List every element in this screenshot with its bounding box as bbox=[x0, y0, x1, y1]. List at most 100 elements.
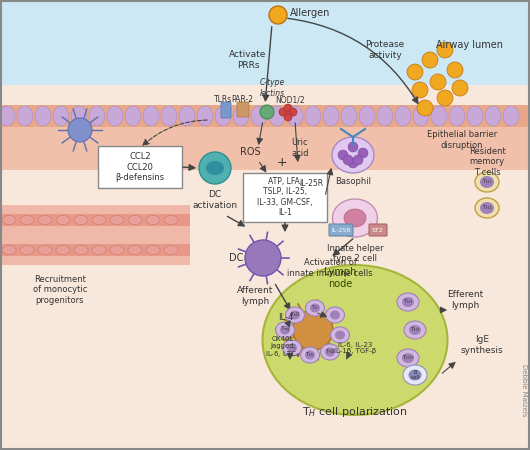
FancyBboxPatch shape bbox=[329, 224, 353, 236]
Text: IL-6, IL-23
IL-1β, TGF-β: IL-6, IL-23 IL-1β, TGF-β bbox=[334, 342, 376, 355]
Ellipse shape bbox=[475, 172, 499, 192]
Ellipse shape bbox=[301, 347, 320, 363]
Ellipse shape bbox=[377, 106, 393, 126]
Ellipse shape bbox=[409, 325, 421, 335]
Ellipse shape bbox=[325, 307, 345, 323]
Text: Activate
PRRs: Activate PRRs bbox=[229, 50, 267, 70]
Ellipse shape bbox=[305, 351, 315, 360]
Ellipse shape bbox=[206, 161, 224, 175]
Text: IL-25R: IL-25R bbox=[331, 228, 351, 233]
Text: IL-4: IL-4 bbox=[278, 314, 294, 323]
Text: DC
activation: DC activation bbox=[192, 190, 237, 210]
Text: Protease
activity: Protease activity bbox=[365, 40, 404, 60]
Circle shape bbox=[338, 150, 348, 160]
Ellipse shape bbox=[503, 106, 519, 126]
Ellipse shape bbox=[341, 106, 357, 126]
Text: TLRs: TLRs bbox=[214, 95, 232, 104]
Text: T$_{reg}$: T$_{reg}$ bbox=[280, 325, 290, 335]
Ellipse shape bbox=[449, 106, 465, 126]
Circle shape bbox=[353, 155, 363, 165]
Ellipse shape bbox=[397, 293, 419, 311]
Text: T$_{H1}$: T$_{H1}$ bbox=[305, 351, 315, 360]
Circle shape bbox=[289, 108, 297, 116]
Text: ATP, LFA,
TSLP, IL-25,
IL-33, GM-CSF,
IL-1: ATP, LFA, TSLP, IL-25, IL-33, GM-CSF, IL… bbox=[257, 177, 313, 217]
Ellipse shape bbox=[251, 106, 267, 126]
Ellipse shape bbox=[305, 106, 321, 126]
Ellipse shape bbox=[2, 246, 16, 255]
Ellipse shape bbox=[335, 330, 345, 339]
Circle shape bbox=[412, 82, 428, 98]
Circle shape bbox=[245, 240, 281, 276]
Ellipse shape bbox=[164, 246, 178, 255]
Text: +: + bbox=[277, 156, 287, 168]
Ellipse shape bbox=[125, 106, 141, 126]
FancyBboxPatch shape bbox=[237, 102, 249, 117]
Text: T$_{H17}$: T$_{H17}$ bbox=[402, 354, 414, 362]
Bar bbox=[0, 85, 530, 450]
Ellipse shape bbox=[35, 106, 51, 126]
Ellipse shape bbox=[92, 216, 106, 225]
Ellipse shape bbox=[92, 246, 106, 255]
Ellipse shape bbox=[331, 327, 349, 343]
Ellipse shape bbox=[74, 246, 88, 255]
Circle shape bbox=[68, 118, 92, 142]
Text: Airway lumen: Airway lumen bbox=[437, 40, 504, 50]
Ellipse shape bbox=[128, 216, 142, 225]
Ellipse shape bbox=[321, 344, 340, 360]
Text: DC: DC bbox=[228, 253, 243, 263]
Ellipse shape bbox=[143, 106, 159, 126]
Ellipse shape bbox=[402, 353, 414, 363]
Ellipse shape bbox=[323, 106, 339, 126]
Circle shape bbox=[437, 90, 453, 106]
Ellipse shape bbox=[344, 209, 366, 227]
Text: NOD1/2: NOD1/2 bbox=[275, 95, 305, 104]
Ellipse shape bbox=[215, 106, 231, 126]
Text: T$_{H2}$: T$_{H2}$ bbox=[482, 203, 492, 212]
FancyBboxPatch shape bbox=[243, 173, 327, 222]
Text: Uric
acid: Uric acid bbox=[292, 138, 309, 158]
Ellipse shape bbox=[330, 310, 340, 320]
Ellipse shape bbox=[409, 369, 421, 381]
Ellipse shape bbox=[305, 300, 324, 316]
Ellipse shape bbox=[287, 106, 303, 126]
Text: Allergen: Allergen bbox=[290, 8, 330, 18]
Ellipse shape bbox=[325, 347, 335, 356]
Text: C-type
lectins: C-type lectins bbox=[259, 78, 285, 98]
Ellipse shape bbox=[89, 106, 105, 126]
Ellipse shape bbox=[467, 106, 483, 126]
Circle shape bbox=[417, 100, 433, 116]
Ellipse shape bbox=[38, 246, 52, 255]
Ellipse shape bbox=[431, 106, 447, 126]
Text: Lymph
node: Lymph node bbox=[324, 267, 356, 289]
Text: IgE
synthesis: IgE synthesis bbox=[461, 335, 504, 355]
Ellipse shape bbox=[475, 198, 499, 218]
Ellipse shape bbox=[0, 106, 15, 126]
Ellipse shape bbox=[404, 321, 426, 339]
Ellipse shape bbox=[110, 216, 124, 225]
Bar bbox=[0, 105, 530, 127]
Bar bbox=[0, 125, 530, 170]
Text: T$_{H1}$: T$_{H1}$ bbox=[482, 178, 492, 186]
Text: Basophil: Basophil bbox=[335, 177, 371, 186]
Text: ROS: ROS bbox=[240, 147, 260, 157]
Circle shape bbox=[293, 310, 333, 350]
Text: T$_H$0: T$_H$0 bbox=[290, 310, 301, 320]
Text: CCL2
CCL20
β-defensins: CCL2 CCL20 β-defensins bbox=[116, 152, 164, 182]
Ellipse shape bbox=[480, 176, 494, 188]
Circle shape bbox=[284, 113, 292, 121]
Text: T$_{H1}$: T$_{H1}$ bbox=[403, 297, 413, 306]
FancyBboxPatch shape bbox=[221, 102, 231, 118]
Text: Epithelial barrier
disruption: Epithelial barrier disruption bbox=[427, 130, 497, 150]
Ellipse shape bbox=[71, 106, 87, 126]
Text: Recruitment
of monocytic
progenitors: Recruitment of monocytic progenitors bbox=[33, 275, 87, 305]
Ellipse shape bbox=[233, 106, 249, 126]
Ellipse shape bbox=[20, 246, 34, 255]
Ellipse shape bbox=[269, 106, 285, 126]
Ellipse shape bbox=[413, 106, 429, 126]
Bar bbox=[0, 244, 190, 256]
Ellipse shape bbox=[53, 106, 69, 126]
Ellipse shape bbox=[179, 106, 195, 126]
Ellipse shape bbox=[146, 246, 160, 255]
Circle shape bbox=[437, 42, 453, 58]
Ellipse shape bbox=[38, 216, 52, 225]
